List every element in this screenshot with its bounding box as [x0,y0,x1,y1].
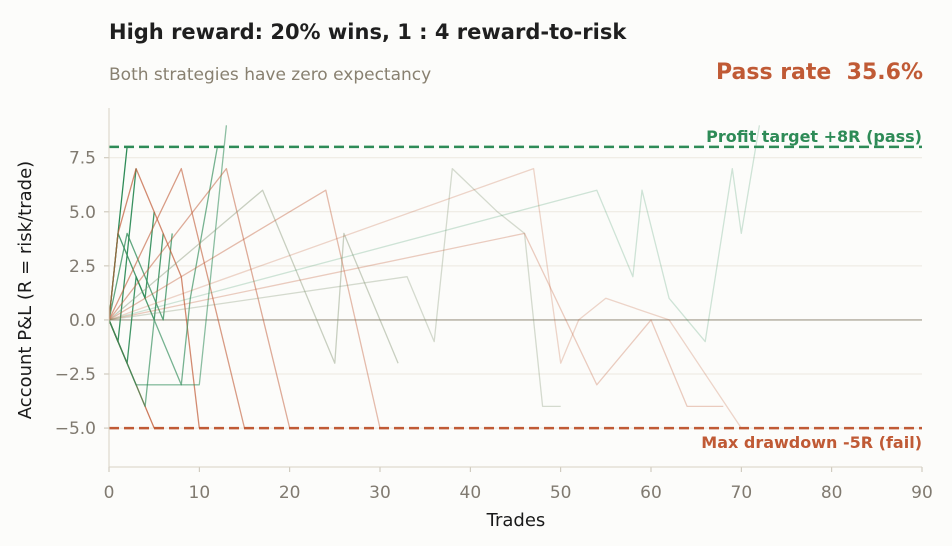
series-line-fail [109,232,724,408]
series-line-fail [109,167,246,429]
y-tick-label: 2.5 [69,257,96,277]
series-line-pass [109,146,219,408]
x-tick-label: 90 [911,483,933,503]
x-tick-label: 20 [279,483,301,503]
y-tick-label: −5.0 [55,419,96,439]
chart-title: High reward: 20% wins, 1 : 4 reward-to-r… [109,20,627,44]
profit-target-label: Profit target +8R (pass) [706,127,922,146]
grid-lines [109,157,922,429]
x-tick-label: 70 [731,483,753,503]
x-tick-label: 60 [640,483,662,503]
max-drawdown-label: Max drawdown -5R (fail) [701,433,922,452]
series-line-fail [109,167,291,429]
series-line-fail [109,189,381,429]
x-axis-label: Trades [486,510,546,531]
series-line-pass [109,125,761,343]
y-axis-label: Account P&L (R = risk/trade) [15,161,36,419]
series-line-neutral [109,167,561,408]
y-tick-label: −2.5 [55,365,96,385]
series-lines [109,125,761,429]
chart-subtitle: Both strategies have zero expectancy [109,65,432,85]
series-line-neutral [109,189,399,364]
y-tick-label: 7.5 [69,149,96,169]
series-line-fail [109,167,742,429]
x-tick-label: 0 [104,483,115,503]
y-tick-label: 0.0 [69,311,96,331]
x-tick-label: 30 [369,483,391,503]
x-tick-label: 50 [550,483,572,503]
x-tick-label: 40 [460,483,482,503]
axes [104,108,923,472]
pass-rate-label: Pass rate 35.6% [715,60,923,85]
series-line-pass [109,125,228,386]
x-tick-label: 80 [821,483,843,503]
x-tick-label: 10 [189,483,211,503]
y-tick-label: 5.0 [69,203,96,223]
series-line-pass [109,232,173,321]
tick-labels: −5.0 −2.5 0.0 2.5 5.0 7.5 0 10 20 30 40 50 60 70 80 90 [55,149,933,503]
